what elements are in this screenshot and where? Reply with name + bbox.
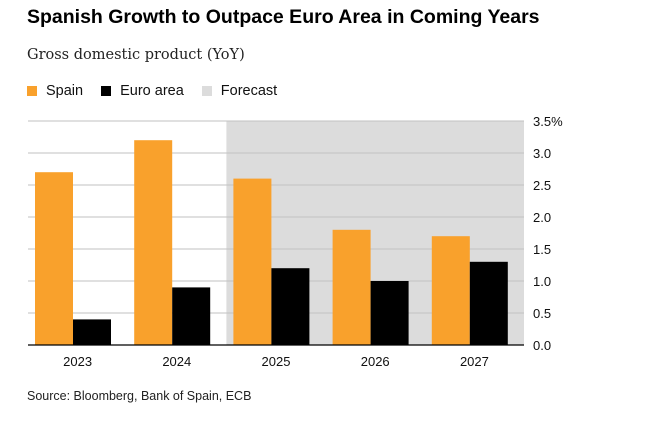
bar-spain-2025 — [233, 178, 272, 345]
y-tick-label: 1.0 — [533, 274, 551, 289]
legend-swatch-forecast — [201, 86, 212, 96]
x-tick-label: 2024 — [162, 354, 191, 369]
legend-swatch-euro-area — [101, 86, 112, 96]
bar-euro-area-2026 — [370, 281, 409, 345]
y-tick-label: 0.5 — [533, 306, 551, 321]
legend: Spain Euro area Forecast — [27, 82, 295, 100]
legend-item-spain: Spain — [27, 83, 83, 99]
y-tick-label: 3.0 — [533, 146, 551, 161]
x-tick-label: 2023 — [63, 354, 92, 369]
legend-label-forecast: Forecast — [220, 83, 278, 99]
legend-label-euro-area: Euro area — [120, 83, 184, 99]
bar-spain-2024 — [134, 140, 173, 345]
chart-title: Spanish Growth to Outpace Euro Area in C… — [27, 6, 540, 28]
chart-subtitle: Gross domestic product (YoY) — [27, 47, 245, 63]
x-tick-label: 2027 — [460, 354, 489, 369]
bar-spain-2027 — [431, 236, 470, 345]
bar-spain-2023 — [35, 172, 73, 345]
x-tick-label: 2025 — [262, 354, 291, 369]
source-note: Source: Bloomberg, Bank of Spain, ECB — [27, 389, 252, 403]
bar-euro-area-2024 — [172, 287, 211, 345]
y-tick-label: 0.0 — [533, 338, 551, 353]
legend-swatch-spain — [27, 86, 37, 96]
y-tick-label: 1.5 — [533, 242, 551, 257]
legend-label-spain: Spain — [46, 83, 84, 99]
bar-euro-area-2023 — [73, 319, 111, 345]
legend-item-forecast: Forecast — [201, 83, 278, 99]
y-tick-label: 3.5% — [533, 114, 563, 129]
y-tick-label: 2.5 — [533, 178, 551, 193]
bar-spain-2026 — [332, 229, 371, 345]
bar-euro-area-2027 — [469, 261, 508, 345]
legend-item-euro-area: Euro area — [101, 83, 184, 99]
bar-euro-area-2025 — [271, 268, 310, 345]
x-tick-label: 2026 — [361, 354, 390, 369]
y-tick-label: 2.0 — [533, 210, 551, 225]
